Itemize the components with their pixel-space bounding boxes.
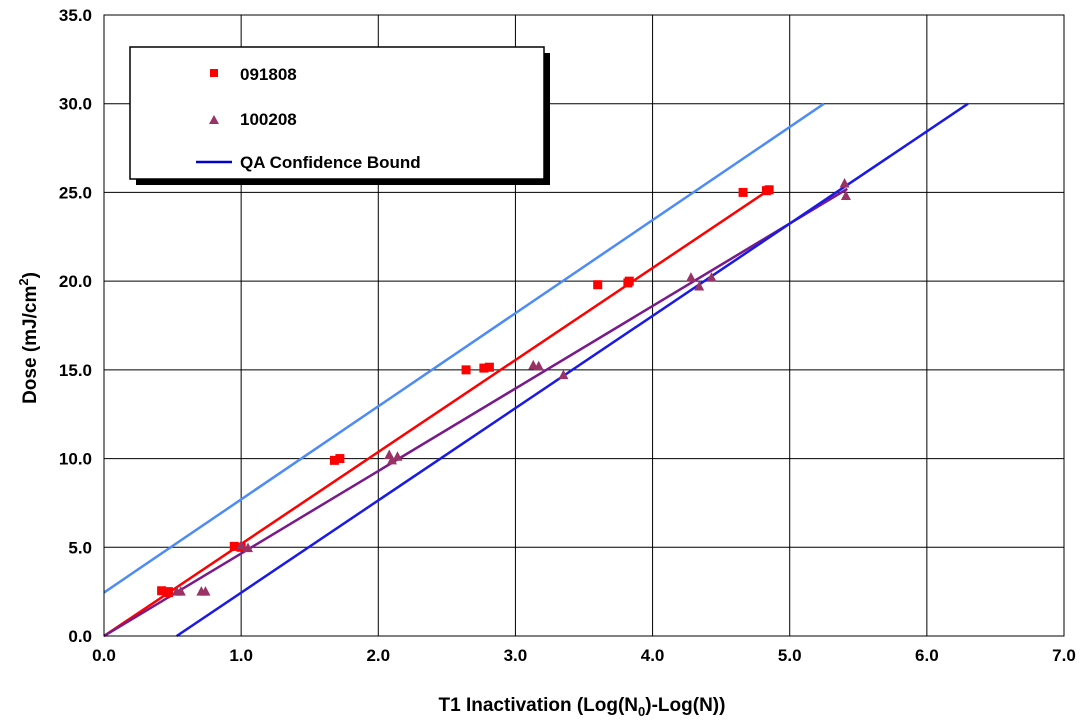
y-tick-label: 5.0	[68, 538, 92, 557]
legend-label-091808: 091808	[240, 65, 297, 84]
x-tick-label: 3.0	[504, 646, 528, 665]
y-tick-label: 30.0	[59, 95, 92, 114]
point-100208	[840, 190, 851, 200]
fit-line-091808	[103, 188, 770, 638]
fit-line-100208	[103, 187, 848, 638]
x-tick-label: 2.0	[366, 646, 390, 665]
legend-marker-100208	[209, 115, 219, 124]
point-091808	[157, 586, 167, 596]
x-tick-label: 1.0	[229, 646, 253, 665]
series-lines	[103, 102, 969, 638]
point-091808	[484, 362, 494, 372]
point-091808	[593, 280, 603, 290]
series-points	[157, 178, 851, 598]
legend-marker-091808	[210, 69, 218, 77]
point-091808	[163, 588, 173, 598]
x-tick-label: 0.0	[92, 646, 116, 665]
y-tick-label: 20.0	[59, 272, 92, 291]
point-100208	[200, 586, 211, 596]
point-091808	[461, 365, 471, 375]
qa-confidence-bound-line-2	[103, 102, 825, 594]
x-tick-label: 6.0	[915, 646, 939, 665]
x-tick-labels: 0.0 1.0 2.0 3.0 4.0 5.0 6.0 7.0	[92, 646, 1076, 665]
x-tick-label: 4.0	[641, 646, 665, 665]
y-axis-title: Dose (mJ/cm2)	[16, 272, 41, 404]
legend-box	[129, 46, 545, 180]
point-100208	[533, 360, 544, 371]
point-100208	[685, 272, 696, 282]
point-100208	[558, 369, 569, 380]
y-tick-label: 15.0	[59, 361, 92, 380]
point-091808	[329, 455, 339, 465]
legend: 091808 100208 QA Confidence Bound	[129, 46, 550, 185]
point-091808	[229, 541, 239, 551]
grid	[103, 14, 1065, 637]
point-091808	[335, 454, 345, 464]
legend-label-100208: 100208	[240, 110, 297, 129]
point-100208	[387, 454, 397, 465]
plot-area-border	[103, 14, 1065, 637]
point-091808	[479, 363, 489, 373]
point-100208	[392, 451, 403, 461]
y-tick-label: 10.0	[59, 450, 92, 469]
point-091808	[624, 276, 634, 286]
qa-confidence-bound-line-1	[175, 102, 969, 638]
y-tick-label: 0.0	[68, 627, 92, 646]
y-tick-label: 35.0	[59, 6, 92, 25]
legend-label-qa: QA Confidence Bound	[240, 153, 421, 172]
y-tick-labels: 0.0 5.0 10.0 15.0 20.0 25.0 30.0 35.0	[59, 6, 92, 646]
point-091808	[738, 187, 748, 197]
point-091808	[764, 185, 774, 195]
point-100208	[706, 272, 717, 282]
x-tick-label: 5.0	[778, 646, 802, 665]
y-tick-label: 25.0	[59, 183, 92, 202]
x-axis-title: T1 Inactivation (Log(N0)-Log(N))	[439, 695, 726, 719]
point-100208	[243, 542, 253, 553]
point-100208	[236, 540, 247, 550]
point-100208	[175, 586, 186, 596]
x-tick-label: 7.0	[1052, 646, 1076, 665]
point-100208	[839, 178, 850, 188]
point-100208	[694, 280, 705, 291]
